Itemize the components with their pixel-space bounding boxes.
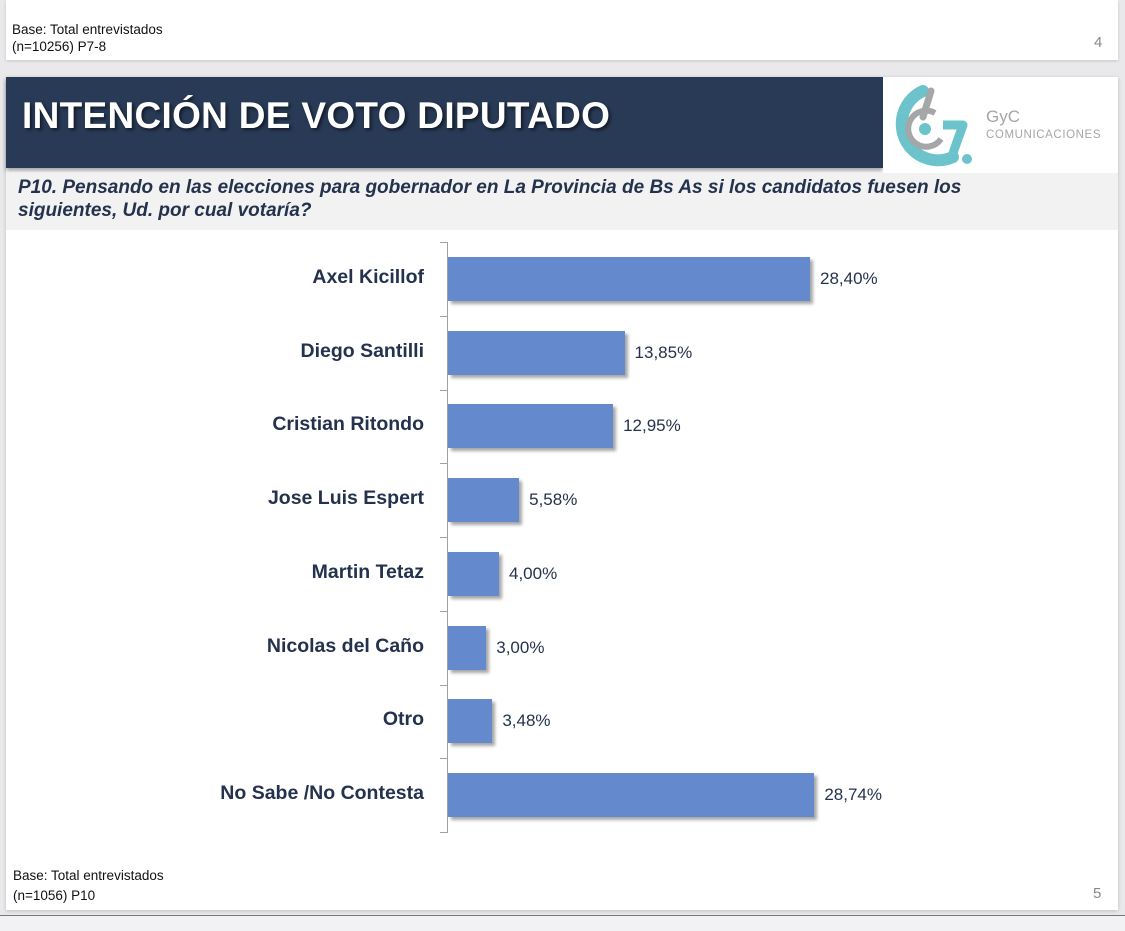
base-note-line2: (n=10256) P7-8 [12,39,107,54]
category-label: Nicolas del Caño [266,634,424,657]
category-label: Jose Luis Espert [267,487,424,510]
previous-slide: Base: Total entrevistados (n=10256) P7-8… [6,0,1118,60]
logo-subtitle: COMUNICACIONES [986,129,1102,141]
bar [448,773,815,818]
slide: INTENCIÓN DE VOTO DIPUTADO GyC COMUNICAC… [6,77,1118,910]
category-label: Axel Kicillof [312,265,424,288]
axis-tick [440,463,448,465]
page-number: 5 [1093,885,1102,902]
category-label: Cristian Ritondo [272,413,424,436]
bar-chart: Axel Kicillof 28,40% Diego Santilli 13,85% C… [6,230,1118,840]
axis-tick [440,242,448,243]
axis-tick [440,684,448,686]
logo-name: GyC [986,107,1020,126]
base-note-line1: Base: Total entrevistados [12,22,163,37]
page-number: 4 [1094,34,1103,51]
value-label: 4,00% [508,563,558,583]
bar [448,699,493,744]
header-band: INTENCIÓN DE VOTO DIPUTADO [6,77,883,168]
axis-tick [440,832,448,833]
bar [448,256,810,301]
axis-tick [440,389,448,391]
slide-title: INTENCIÓN DE VOTO DIPUTADO [22,95,611,136]
category-label: Diego Santilli [300,339,424,362]
base-note-line2: (n=1056) P10 [13,888,96,903]
bottom-bar [0,915,1125,931]
value-label: 3,00% [496,637,545,657]
axis-tick [440,537,448,538]
question-text: P10. Pensando en las elecciones para gob… [18,177,962,221]
category-label: Otro [382,708,424,731]
axis-tick [440,610,448,612]
value-label: 28,74% [824,785,882,805]
value-label: 12,95% [623,416,681,436]
axis-tick [440,315,448,317]
category-label: No Sabe /No Contesta [220,782,424,805]
bar [448,404,614,449]
value-label: 5,58% [529,490,578,510]
question-band: P10. Pensando en las elecciones para gob… [6,173,1118,230]
bar [448,625,487,670]
value-label: 13,85% [634,342,693,362]
axis-tick [440,758,448,760]
base-note-line1: Base: Total entrevistados [13,868,164,883]
gyc-logo-icon [895,85,972,167]
company-logo: GyC COMUNICACIONES [883,77,1118,173]
category-label: Martin Tetaz [311,560,424,583]
bar [448,478,520,523]
bar [448,551,499,596]
value-label: 28,40% [820,268,878,288]
bar [448,330,625,375]
value-label: 3,48% [502,711,551,731]
